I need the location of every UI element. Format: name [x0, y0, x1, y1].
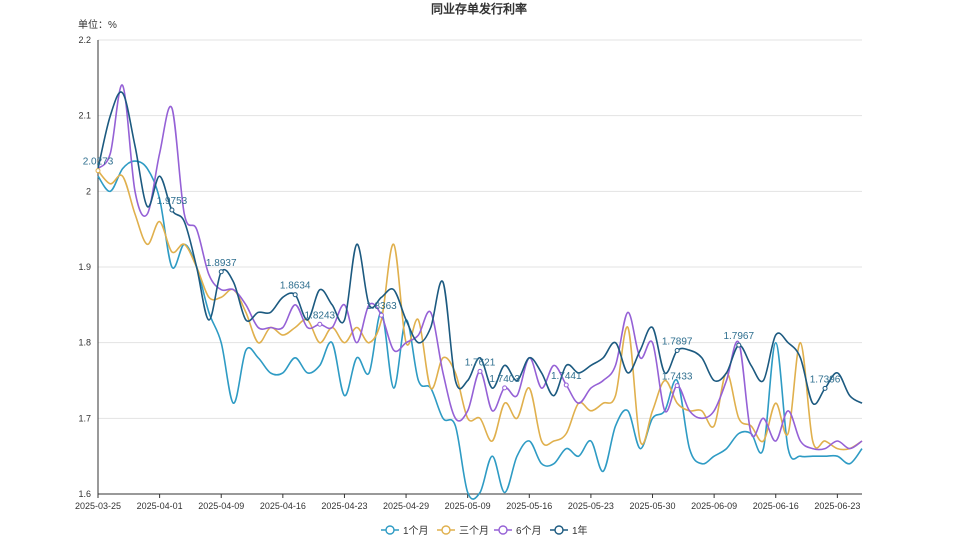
data-label: 2.0273: [83, 157, 114, 168]
data-label: 1.7396: [810, 374, 841, 385]
x-tick-label: 2025-06-16: [753, 501, 799, 511]
x-tick-label: 2025-04-29: [383, 501, 429, 511]
data-point-marker[interactable]: [317, 321, 323, 327]
data-point-marker[interactable]: [95, 168, 101, 174]
x-tick-label: 2025-05-09: [445, 501, 491, 511]
data-label: 1.7403: [489, 374, 520, 385]
legend-label: 1年: [572, 524, 588, 537]
x-tick-label: 2025-05-16: [506, 501, 552, 511]
series-line-4: [97, 91, 863, 406]
legend-swatch-marker: [498, 525, 508, 535]
chart-title: 同业存单发行利率: [431, 1, 527, 16]
series-lines: [97, 84, 863, 500]
legend-swatch-marker: [385, 525, 395, 535]
data-label: 1.8634: [280, 281, 311, 292]
x-tick-label: 2025-05-23: [568, 501, 614, 511]
series-line-1: [97, 160, 863, 500]
data-point-marker[interactable]: [822, 385, 828, 391]
data-point-marker[interactable]: [477, 368, 483, 374]
data-label: 1.7433: [662, 372, 693, 383]
y-tick-label: 2.1: [78, 111, 91, 121]
data-point-marker[interactable]: [674, 383, 680, 389]
x-tick-label: 2025-04-23: [321, 501, 367, 511]
legend-item-3[interactable]: 6个月: [494, 525, 542, 537]
data-label: 1.7897: [662, 336, 693, 347]
legend-item-1[interactable]: 1个月: [381, 525, 429, 537]
x-tick-label: 2025-04-16: [260, 501, 306, 511]
y-tick-label: 1.8: [78, 338, 91, 348]
x-tick-label: 2025-06-23: [814, 501, 860, 511]
data-point-marker[interactable]: [292, 292, 298, 298]
data-labels: 2.0273 1.9753 1.8937 1.8634 1.8243 1.8363 1.76…: [83, 157, 841, 391]
legend-swatch-marker: [441, 525, 451, 535]
data-point-marker[interactable]: [674, 347, 680, 353]
grid-lines: [98, 39, 862, 495]
data-label: 1.8243: [305, 310, 336, 321]
unit-label: 单位：%: [78, 18, 117, 31]
x-tick-label: 2025-04-09: [198, 501, 244, 511]
data-label: 1.7441: [551, 371, 582, 382]
data-label: 1.7621: [465, 357, 496, 368]
data-label: 1.9753: [157, 196, 188, 207]
data-point-marker[interactable]: [736, 342, 742, 348]
legend[interactable]: 1个月 三个月 6个月 1年: [381, 524, 588, 537]
legend-label: 三个月: [459, 525, 489, 537]
x-tick-label: 2025-05-30: [629, 501, 675, 511]
data-label: 1.8363: [366, 301, 397, 312]
series-line-2: [97, 170, 863, 451]
y-tick-label: 1.7: [78, 413, 91, 423]
legend-item-2[interactable]: 三个月: [437, 525, 489, 537]
legend-label: 6个月: [516, 525, 542, 537]
y-tick-label: 1.6: [78, 489, 91, 499]
data-label: 1.7967: [723, 331, 754, 342]
data-point-marker[interactable]: [502, 385, 508, 391]
y-tick-label: 2: [86, 186, 91, 196]
data-point-marker[interactable]: [169, 207, 175, 213]
axes: 1.6 1.7 1.8 1.9 2 2.1 2.2 2025-03-25 2025-04-01 2…: [75, 35, 862, 511]
x-tick-label: 2025-03-25: [75, 501, 121, 511]
legend-label: 1个月: [403, 525, 429, 537]
y-tick-label: 1.9: [78, 262, 91, 272]
data-point-marker[interactable]: [218, 269, 224, 275]
x-tick-label: 2025-06-09: [691, 501, 737, 511]
y-tick-label: 2.2: [78, 35, 91, 45]
x-tick-label: 2025-04-01: [137, 501, 183, 511]
data-point-marker[interactable]: [378, 312, 384, 318]
legend-swatch-marker: [554, 525, 564, 535]
data-point-marker[interactable]: [563, 382, 569, 388]
data-label: 1.8937: [206, 258, 237, 269]
legend-item-4[interactable]: 1年: [550, 524, 588, 537]
